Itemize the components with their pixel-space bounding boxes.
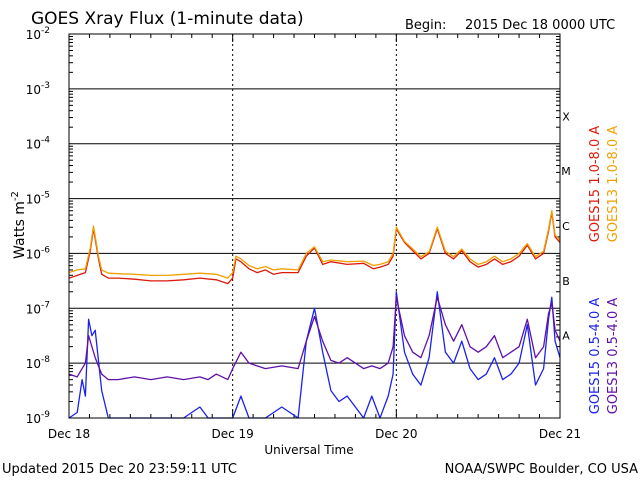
y-axis-title-exp: -2 xyxy=(10,191,21,201)
legend-item: GOES15 1.0-8.0 A xyxy=(588,126,603,243)
y-tick-base: 10 xyxy=(26,247,41,261)
y-tick-base: 10 xyxy=(26,412,41,426)
legend-label: GOES13 1.0-8.0 A xyxy=(606,126,621,243)
y-tick-label: 10-9 xyxy=(26,410,51,426)
series-line-goes15-1-0-8-0-a xyxy=(68,211,561,285)
flare-class-label: B xyxy=(562,275,570,288)
y-tick-label: 10-5 xyxy=(26,191,50,207)
series-line-goes13-0-5-4-0-a xyxy=(68,296,561,381)
legend-label: GOES13 0.5-4.0 A xyxy=(606,298,621,415)
x-tick-labels: Dec 18 Dec 19 Dec 20 Dec 21 xyxy=(48,427,581,441)
flare-class-labels: X M C B A xyxy=(561,110,571,342)
y-tick-exponent: -7 xyxy=(41,300,50,310)
chart-title: GOES Xray Flux (1-minute data) xyxy=(31,9,304,29)
legend-label: GOES15 1.0-8.0 A xyxy=(588,126,603,243)
y-tick-base: 10 xyxy=(26,28,41,42)
y-tick-exponent: -8 xyxy=(41,355,50,365)
y-tick-label: 10-6 xyxy=(26,245,51,261)
y-tick-label: 10-4 xyxy=(26,136,51,152)
grid-layer xyxy=(68,33,561,419)
y-tick-exponent: -5 xyxy=(41,191,50,201)
begin-value: 2015 Dec 18 0000 UTC xyxy=(465,18,615,33)
y-axis-title: Watts m-2 xyxy=(10,191,28,259)
plot-frame xyxy=(68,33,561,419)
legend-item: GOES13 0.5-4.0 A xyxy=(606,298,621,415)
y-tick-label: 10-8 xyxy=(26,355,51,371)
flare-class-label: A xyxy=(562,330,570,343)
footer-credit: NOAA/SWPC Boulder, CO USA xyxy=(445,462,638,477)
begin-label: Begin: xyxy=(405,18,446,33)
series-line-goes15-0-5-4-0-a xyxy=(68,291,561,419)
y-tick-base: 10 xyxy=(26,302,41,316)
flare-class-label: X xyxy=(562,110,570,123)
y-tick-labels: 10-210-310-410-510-610-710-810-9 xyxy=(26,26,51,426)
y-tick-base: 10 xyxy=(26,357,41,371)
x-tick-label: Dec 21 xyxy=(539,427,581,441)
y-tick-exponent: -4 xyxy=(41,136,50,146)
y-tick-label: 10-7 xyxy=(26,300,50,316)
footer-updated: Updated 2015 Dec 20 23:59:11 UTC xyxy=(2,462,237,477)
y-tick-base: 10 xyxy=(26,83,41,97)
flare-class-label: M xyxy=(561,165,571,178)
y-tick-exponent: -3 xyxy=(41,81,50,91)
svg-text:Watts m-2: Watts m-2 xyxy=(10,191,28,259)
series-layer xyxy=(68,209,561,419)
y-tick-exponent: -2 xyxy=(41,26,50,36)
legend: GOES15 1.0-8.0 A GOES13 1.0-8.0 A GOES15 0… xyxy=(588,126,621,415)
legend-item: GOES15 0.5-4.0 A xyxy=(588,298,603,415)
flare-class-label: C xyxy=(562,220,570,233)
y-tick-base: 10 xyxy=(26,138,41,152)
y-tick-label: 10-2 xyxy=(26,26,50,42)
x-tick-label: Dec 19 xyxy=(212,427,254,441)
x-axis-title: Universal Time xyxy=(264,443,353,457)
legend-item: GOES13 1.0-8.0 A xyxy=(606,126,621,243)
y-tick-base: 10 xyxy=(26,193,41,207)
x-tick-label: Dec 18 xyxy=(48,427,90,441)
y-tick-label: 10-3 xyxy=(26,81,50,97)
y-axis-title-main: Watts m xyxy=(12,201,28,259)
y-tick-exponent: -6 xyxy=(41,245,50,255)
series-line-goes13-1-0-8-0-a xyxy=(68,209,561,279)
x-tick-label: Dec 20 xyxy=(375,427,417,441)
legend-label: GOES15 0.5-4.0 A xyxy=(588,298,603,415)
y-tick-exponent: -9 xyxy=(41,410,50,420)
